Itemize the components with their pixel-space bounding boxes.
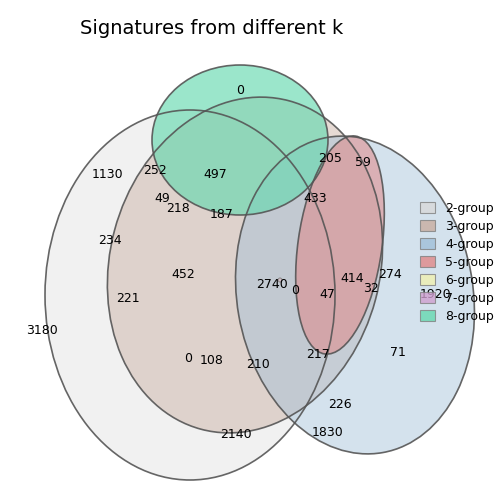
Text: 59: 59 [355, 156, 371, 168]
Text: 0: 0 [236, 84, 244, 96]
Legend: 2-group, 3-group, 4-group, 5-group, 6-group, 7-group, 8-group: 2-group, 3-group, 4-group, 5-group, 6-gr… [416, 198, 498, 326]
Text: 452: 452 [171, 269, 195, 282]
Text: 497: 497 [203, 168, 227, 181]
Text: 234: 234 [98, 233, 122, 246]
Text: 205: 205 [318, 152, 342, 164]
Text: Signatures from different k: Signatures from different k [80, 19, 343, 37]
Text: 108: 108 [200, 353, 224, 366]
Ellipse shape [278, 278, 282, 282]
Ellipse shape [235, 136, 474, 454]
Text: 49: 49 [154, 192, 170, 205]
Text: 1920: 1920 [419, 288, 451, 301]
Text: 217: 217 [306, 348, 330, 361]
Ellipse shape [296, 136, 385, 354]
Text: 0: 0 [291, 283, 299, 296]
Ellipse shape [107, 97, 383, 433]
Ellipse shape [152, 65, 328, 215]
Text: 1130: 1130 [91, 168, 123, 181]
Text: 433: 433 [303, 192, 327, 205]
Text: 218: 218 [166, 202, 190, 215]
Text: 210: 210 [246, 358, 270, 371]
Text: 32: 32 [363, 282, 379, 294]
Text: 47: 47 [319, 288, 335, 301]
Text: 252: 252 [143, 163, 167, 176]
Text: 2140: 2140 [220, 428, 252, 442]
Text: 71: 71 [390, 346, 406, 358]
Ellipse shape [45, 110, 335, 480]
Ellipse shape [278, 278, 282, 282]
Text: 414: 414 [340, 272, 364, 284]
Text: 274: 274 [378, 269, 402, 282]
Text: 2740: 2740 [256, 279, 288, 291]
Text: 187: 187 [210, 209, 234, 221]
Text: 0: 0 [184, 351, 192, 364]
Text: 3180: 3180 [26, 324, 58, 337]
Text: 226: 226 [328, 399, 352, 411]
Text: 221: 221 [116, 291, 140, 304]
Text: 1830: 1830 [312, 425, 344, 438]
